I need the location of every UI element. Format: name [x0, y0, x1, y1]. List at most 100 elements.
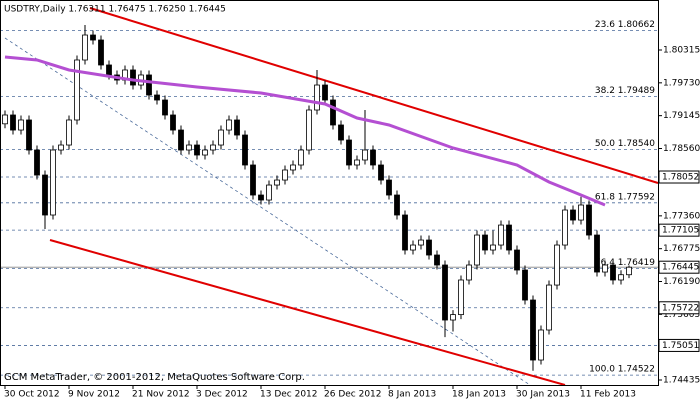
chart-title: USDTRY,Daily 1.76311 1.76475 1.76250 1.7…	[4, 5, 226, 15]
fibo-label: 100.0 1.74522	[589, 365, 655, 375]
candle-body	[354, 159, 360, 166]
candle-body	[546, 284, 552, 331]
channel-lower	[49, 239, 566, 386]
candle-body	[562, 209, 568, 246]
current-price-label: 1.76445	[662, 263, 699, 273]
candle-body	[442, 264, 448, 321]
candle-body	[514, 249, 520, 271]
candle-body	[530, 299, 536, 361]
candle-body	[74, 59, 80, 121]
candle-body	[162, 99, 168, 116]
price-level-box	[658, 301, 700, 315]
x-tick-label: 11 Feb 2013	[580, 390, 636, 400]
candle-body	[186, 144, 192, 151]
candle-body	[578, 204, 584, 221]
candle-body	[26, 119, 32, 151]
candle-body	[610, 264, 616, 281]
x-tick-label: 30 Oct 2012	[4, 390, 60, 400]
y-tick-label: 1.74435	[663, 376, 700, 386]
x-tick-label: 26 Dec 2012	[324, 390, 382, 400]
y-tick-label: 1.77360	[663, 211, 700, 221]
y-tick-label: 1.75605	[663, 310, 700, 320]
candle-body	[490, 244, 496, 251]
price-level-box	[658, 223, 700, 237]
candle-body	[426, 239, 432, 256]
candle-body	[458, 279, 464, 316]
candle-body	[42, 174, 48, 216]
candle-body	[226, 119, 232, 131]
x-tick-label: 3 Dec 2012	[196, 390, 248, 400]
x-tick-label: 18 Jan 2013	[452, 390, 506, 400]
fibo-label: 38.2 1.79489	[595, 86, 655, 96]
fibo-label: 61.8 1.77592	[595, 192, 655, 202]
candle-body	[594, 234, 600, 273]
candle-body	[234, 119, 240, 136]
trend-line	[4, 37, 531, 386]
y-tick-label: 1.76190	[663, 277, 700, 287]
candle-body	[570, 209, 576, 221]
fibo-label: 50.0 1.78540	[595, 139, 655, 149]
candle-body	[210, 144, 216, 151]
candle-body	[298, 149, 304, 166]
candle-body	[386, 179, 392, 196]
candle-body	[58, 144, 64, 151]
candle-body	[466, 264, 472, 281]
candle-body	[266, 184, 272, 201]
x-tick-label: 8 Jan 2013	[388, 390, 436, 400]
candle-body	[282, 169, 288, 181]
candle-body	[522, 269, 528, 301]
candle-body	[170, 114, 176, 131]
x-tick-label: 21 Nov 2012	[132, 390, 190, 400]
candle-body	[554, 244, 560, 286]
candle-body	[314, 84, 320, 111]
candle-body	[378, 164, 384, 181]
candle-body	[362, 149, 368, 161]
candle-body	[218, 129, 224, 146]
candle-body	[66, 119, 72, 146]
candle-body	[146, 74, 152, 96]
fibo-label: 76.4 1.76419	[595, 258, 655, 268]
candle-body	[194, 144, 200, 156]
price-level-box	[658, 170, 700, 184]
candle-body	[602, 264, 608, 273]
candle-body	[618, 274, 624, 281]
candle-body	[258, 194, 264, 201]
copyright: GCM MetaTrader, © 2001-2012, MetaQuotes …	[4, 372, 305, 383]
candle-body	[506, 224, 512, 251]
candle-body	[106, 64, 112, 76]
y-tick-label: 1.79730	[663, 78, 700, 88]
candle-body	[538, 329, 544, 361]
candle-body	[586, 204, 592, 236]
candles	[2, 25, 632, 371]
y-tick-label: 1.76775	[663, 244, 700, 254]
candle-body	[450, 314, 456, 321]
current-price-box	[658, 260, 700, 274]
candle-body	[434, 254, 440, 266]
candle-body	[98, 39, 104, 66]
price-level-label: 1.77105	[662, 226, 699, 236]
y-tick-label: 1.78560	[663, 144, 700, 154]
candle-body	[626, 266, 632, 276]
candle-body	[394, 194, 400, 216]
overlay	[4, 55, 606, 207]
candle-body	[418, 239, 424, 246]
x-tick-label: 30 Jan 2013	[516, 390, 570, 400]
candle-body	[498, 224, 504, 246]
candle-body	[242, 134, 248, 166]
candle-body	[306, 109, 312, 151]
candle-body	[290, 164, 296, 171]
candle-body	[34, 149, 40, 176]
candle-body	[482, 234, 488, 251]
price-level-label: 1.75722	[662, 303, 699, 313]
candle-body	[338, 124, 344, 141]
candle-body	[474, 234, 480, 266]
candle-body	[90, 34, 96, 41]
candle-body	[178, 129, 184, 151]
candle-body	[370, 149, 376, 166]
candle-body	[330, 99, 336, 126]
candle-body	[2, 114, 8, 125]
y-tick-label: 1.80315	[663, 46, 700, 56]
